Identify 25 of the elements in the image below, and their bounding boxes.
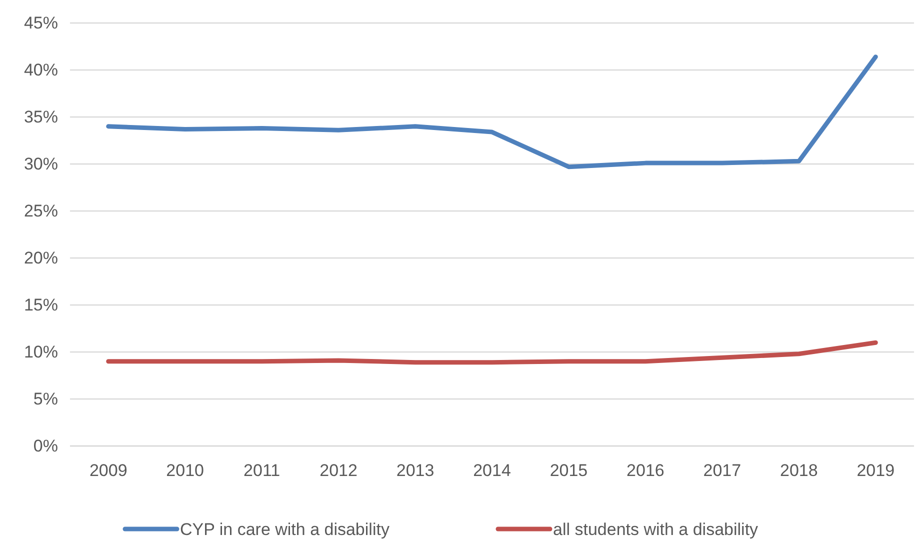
x-tick-label: 2010 — [166, 461, 204, 480]
x-tick-label: 2017 — [703, 461, 742, 480]
x-tick-label: 2012 — [320, 461, 358, 480]
x-tick-label: 2018 — [780, 461, 818, 480]
y-tick-label: 20% — [24, 248, 58, 268]
y-tick-label: 10% — [24, 342, 58, 362]
x-tick-label: 2009 — [89, 461, 128, 480]
y-tick-label: 35% — [24, 107, 58, 126]
y-tick-label: 40% — [24, 60, 58, 80]
line-series — [106, 340, 878, 365]
x-tick-label: 2013 — [396, 461, 434, 480]
y-tick-label: 25% — [24, 201, 58, 220]
legend-label: all students with a disability — [553, 520, 759, 539]
y-tick-label: 15% — [24, 295, 58, 314]
y-tick-label: 5% — [33, 389, 58, 408]
x-tick-label: 2016 — [626, 461, 664, 480]
line-series — [106, 54, 878, 170]
x-tick-label: 2011 — [244, 461, 280, 480]
y-tick-label: 30% — [24, 154, 58, 174]
x-tick-label: 2019 — [856, 461, 895, 480]
legend-label: CYP in care with a disability — [180, 520, 390, 539]
y-tick-label: 45% — [24, 13, 58, 32]
x-tick-label: 2015 — [550, 461, 588, 480]
x-tick-label: 2014 — [473, 461, 511, 480]
y-tick-label: 0% — [33, 436, 58, 456]
